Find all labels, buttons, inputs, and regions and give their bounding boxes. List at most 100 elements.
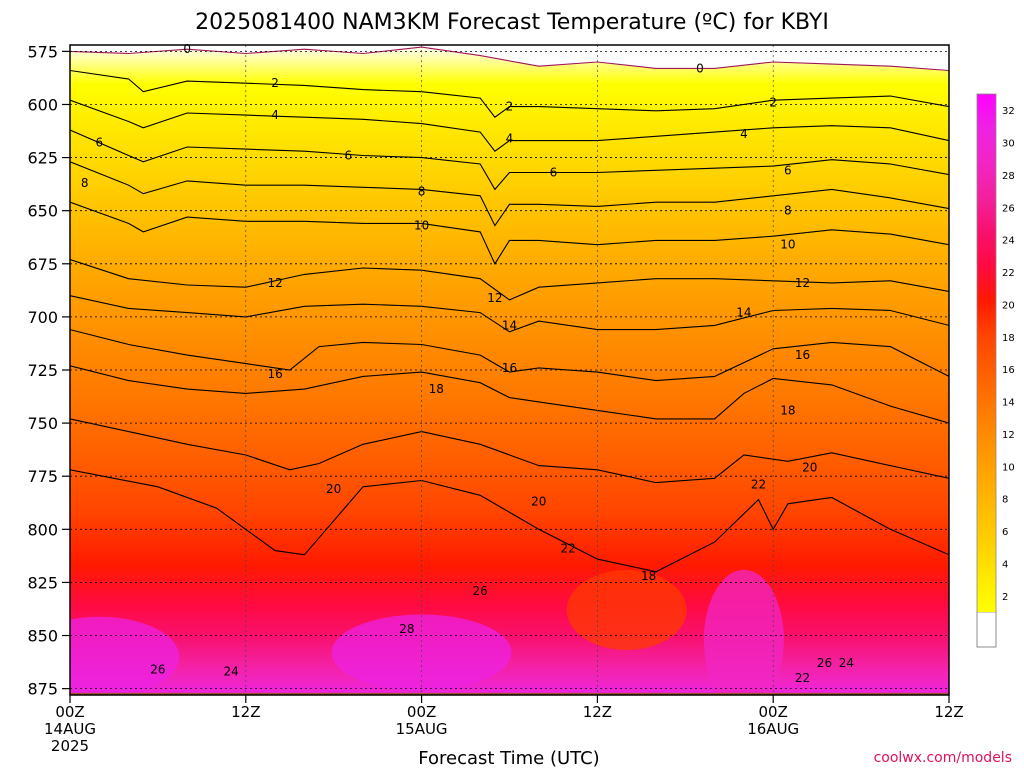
warm-pocket-0 <box>70 616 180 695</box>
contour-label-26: 26 <box>817 656 832 670</box>
x-axis-label: Forecast Time (UTC) <box>418 748 599 768</box>
x-tick-label: 12Z <box>231 703 260 721</box>
contour-label-22: 22 <box>795 671 810 685</box>
y-tick-label-750: 750 <box>27 414 58 433</box>
y-tick-label-625: 625 <box>27 149 58 168</box>
colorbar-tick-22: 22 <box>1002 268 1015 279</box>
contour-label-2: 2 <box>271 76 279 90</box>
grid-lines <box>70 45 949 695</box>
contour-label-4: 4 <box>740 127 748 141</box>
isotherm-22 <box>70 469 949 573</box>
colorbar-tick-4: 4 <box>1002 559 1008 570</box>
contour-label-18: 18 <box>641 569 656 583</box>
contour-label-26: 26 <box>473 584 488 598</box>
contour-label-12: 12 <box>487 291 502 305</box>
colorbar-tick-6: 6 <box>1002 527 1008 538</box>
contour-label-10: 10 <box>780 238 795 252</box>
contour-label-20: 20 <box>802 461 817 475</box>
y-tick-label-825: 825 <box>27 573 58 592</box>
contour-label-12: 12 <box>795 276 810 290</box>
contour-label-26: 26 <box>150 663 165 677</box>
warm-pocket-3 <box>566 570 687 651</box>
colorbar-tick-20: 20 <box>1002 300 1015 311</box>
colorbar-tick-26: 26 <box>1002 203 1015 214</box>
contour-label-10: 10 <box>414 219 429 233</box>
colorbar-tick-28: 28 <box>1002 171 1015 182</box>
colorbar-tick-32: 32 <box>1002 106 1015 117</box>
isotherm-14 <box>70 295 949 333</box>
contour-label-2: 2 <box>769 95 777 109</box>
contour-label-8: 8 <box>81 176 89 190</box>
isotherm-20 <box>70 418 949 484</box>
x-tick-label: 16AUG <box>747 720 799 738</box>
colorbar-white-segment <box>976 611 997 648</box>
colorbar-tick-8: 8 <box>1002 495 1008 506</box>
colorbar-tick-12: 12 <box>1002 430 1015 441</box>
contour-label-0: 0 <box>183 42 191 56</box>
contour-label-18: 18 <box>429 382 444 396</box>
contour-label-28: 28 <box>399 622 414 636</box>
isotherm-12 <box>70 258 949 301</box>
colorbar-tick-18: 18 <box>1002 333 1015 344</box>
contour-label-6: 6 <box>95 136 103 150</box>
contour-label-2: 2 <box>506 100 514 114</box>
x-tick-label: 00Z <box>55 703 84 721</box>
colorbar-tick-10: 10 <box>1002 462 1015 473</box>
contour-label-16: 16 <box>267 367 282 381</box>
contour-label-18: 18 <box>780 403 795 417</box>
x-tick-label: 14AUG <box>44 720 96 738</box>
x-tick-label: 00Z <box>759 703 788 721</box>
y-tick-label-800: 800 <box>27 520 58 539</box>
colorbar-tick-30: 30 <box>1002 139 1015 150</box>
colorbar-tick-14: 14 <box>1002 398 1015 409</box>
x-tick-label: 2025 <box>51 737 89 755</box>
contour-label-8: 8 <box>784 204 792 218</box>
x-tick-label: 15AUG <box>396 720 448 738</box>
warm-pocket-2 <box>703 569 784 695</box>
contour-label-4: 4 <box>271 108 279 122</box>
source-credit: coolwx.com/models <box>874 750 1012 766</box>
x-tick-label: 00Z <box>407 703 436 721</box>
colorbar-tick-2: 2 <box>1002 592 1008 603</box>
isotherm-4 <box>70 99 949 152</box>
contour-label-22: 22 <box>560 541 575 555</box>
chart-title: 2025081400 NAM3KM Forecast Temperature (… <box>195 10 829 35</box>
y-axis: 575 600 625 650 675 700 725 750 775 800 825 850 875 <box>27 42 70 699</box>
contour-label-16: 16 <box>502 361 517 375</box>
y-tick-label-775: 775 <box>27 467 58 486</box>
contour-label-0: 0 <box>696 61 704 75</box>
x-tick-label: 12Z <box>934 703 963 721</box>
colorbar-frame <box>976 93 997 648</box>
y-tick-label-850: 850 <box>27 627 58 646</box>
isotherm-18 <box>70 365 949 424</box>
x-tick-label: 12Z <box>583 703 612 721</box>
y-tick-label-600: 600 <box>27 95 58 114</box>
contour-label-4: 4 <box>506 131 514 145</box>
colorbar-gradient <box>977 94 996 612</box>
contour-label-14: 14 <box>736 306 751 320</box>
contour-label-6: 6 <box>345 148 353 162</box>
colorbar-tick-16: 16 <box>1002 365 1015 376</box>
y-tick-label-875: 875 <box>27 680 58 699</box>
colorbar-tick-24: 24 <box>1002 236 1015 247</box>
y-tick-label-725: 725 <box>27 361 58 380</box>
contour-label-22: 22 <box>751 478 766 492</box>
contour-label-24: 24 <box>224 665 239 679</box>
y-tick-label-700: 700 <box>27 308 58 327</box>
contour-label-16: 16 <box>795 348 810 362</box>
contour-label-20: 20 <box>326 482 341 496</box>
contour-label-8: 8 <box>418 185 426 199</box>
y-tick-label-575: 575 <box>27 42 58 61</box>
warm-pocket-1 <box>331 614 512 691</box>
contour-label-6: 6 <box>784 163 792 177</box>
contour-label-6: 6 <box>550 165 558 179</box>
contour-label-20: 20 <box>531 495 546 509</box>
isotherm-16 <box>70 329 949 382</box>
y-tick-label-650: 650 <box>27 202 58 221</box>
y-tick-label-675: 675 <box>27 255 58 274</box>
